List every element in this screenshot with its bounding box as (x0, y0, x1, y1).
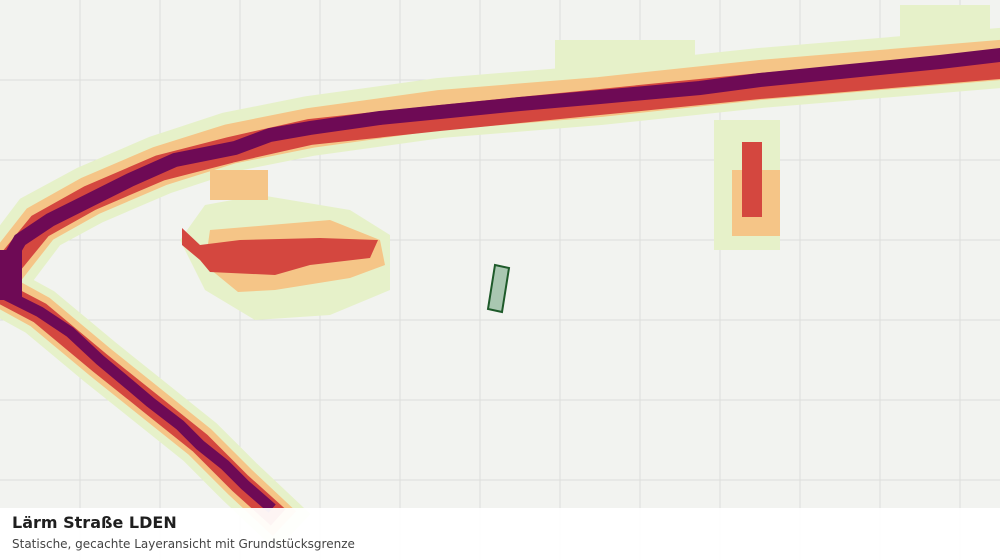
noise-zone-medium (210, 170, 268, 200)
road-noise-very-high (0, 250, 22, 300)
map-title: Lärm Straße LDEN (12, 513, 177, 532)
map-subtitle: Statische, gecachte Layeransicht mit Gru… (12, 537, 355, 551)
caption-panel (0, 508, 1000, 560)
road-noise-very-high (0, 285, 276, 513)
noise-zone-high (742, 142, 762, 217)
noise-zone-high (182, 228, 378, 275)
noise-layer (0, 5, 1000, 551)
noise-zone-low (900, 5, 990, 45)
parcel-boundary (486, 263, 511, 314)
road-noise-very-high (0, 47, 1000, 285)
